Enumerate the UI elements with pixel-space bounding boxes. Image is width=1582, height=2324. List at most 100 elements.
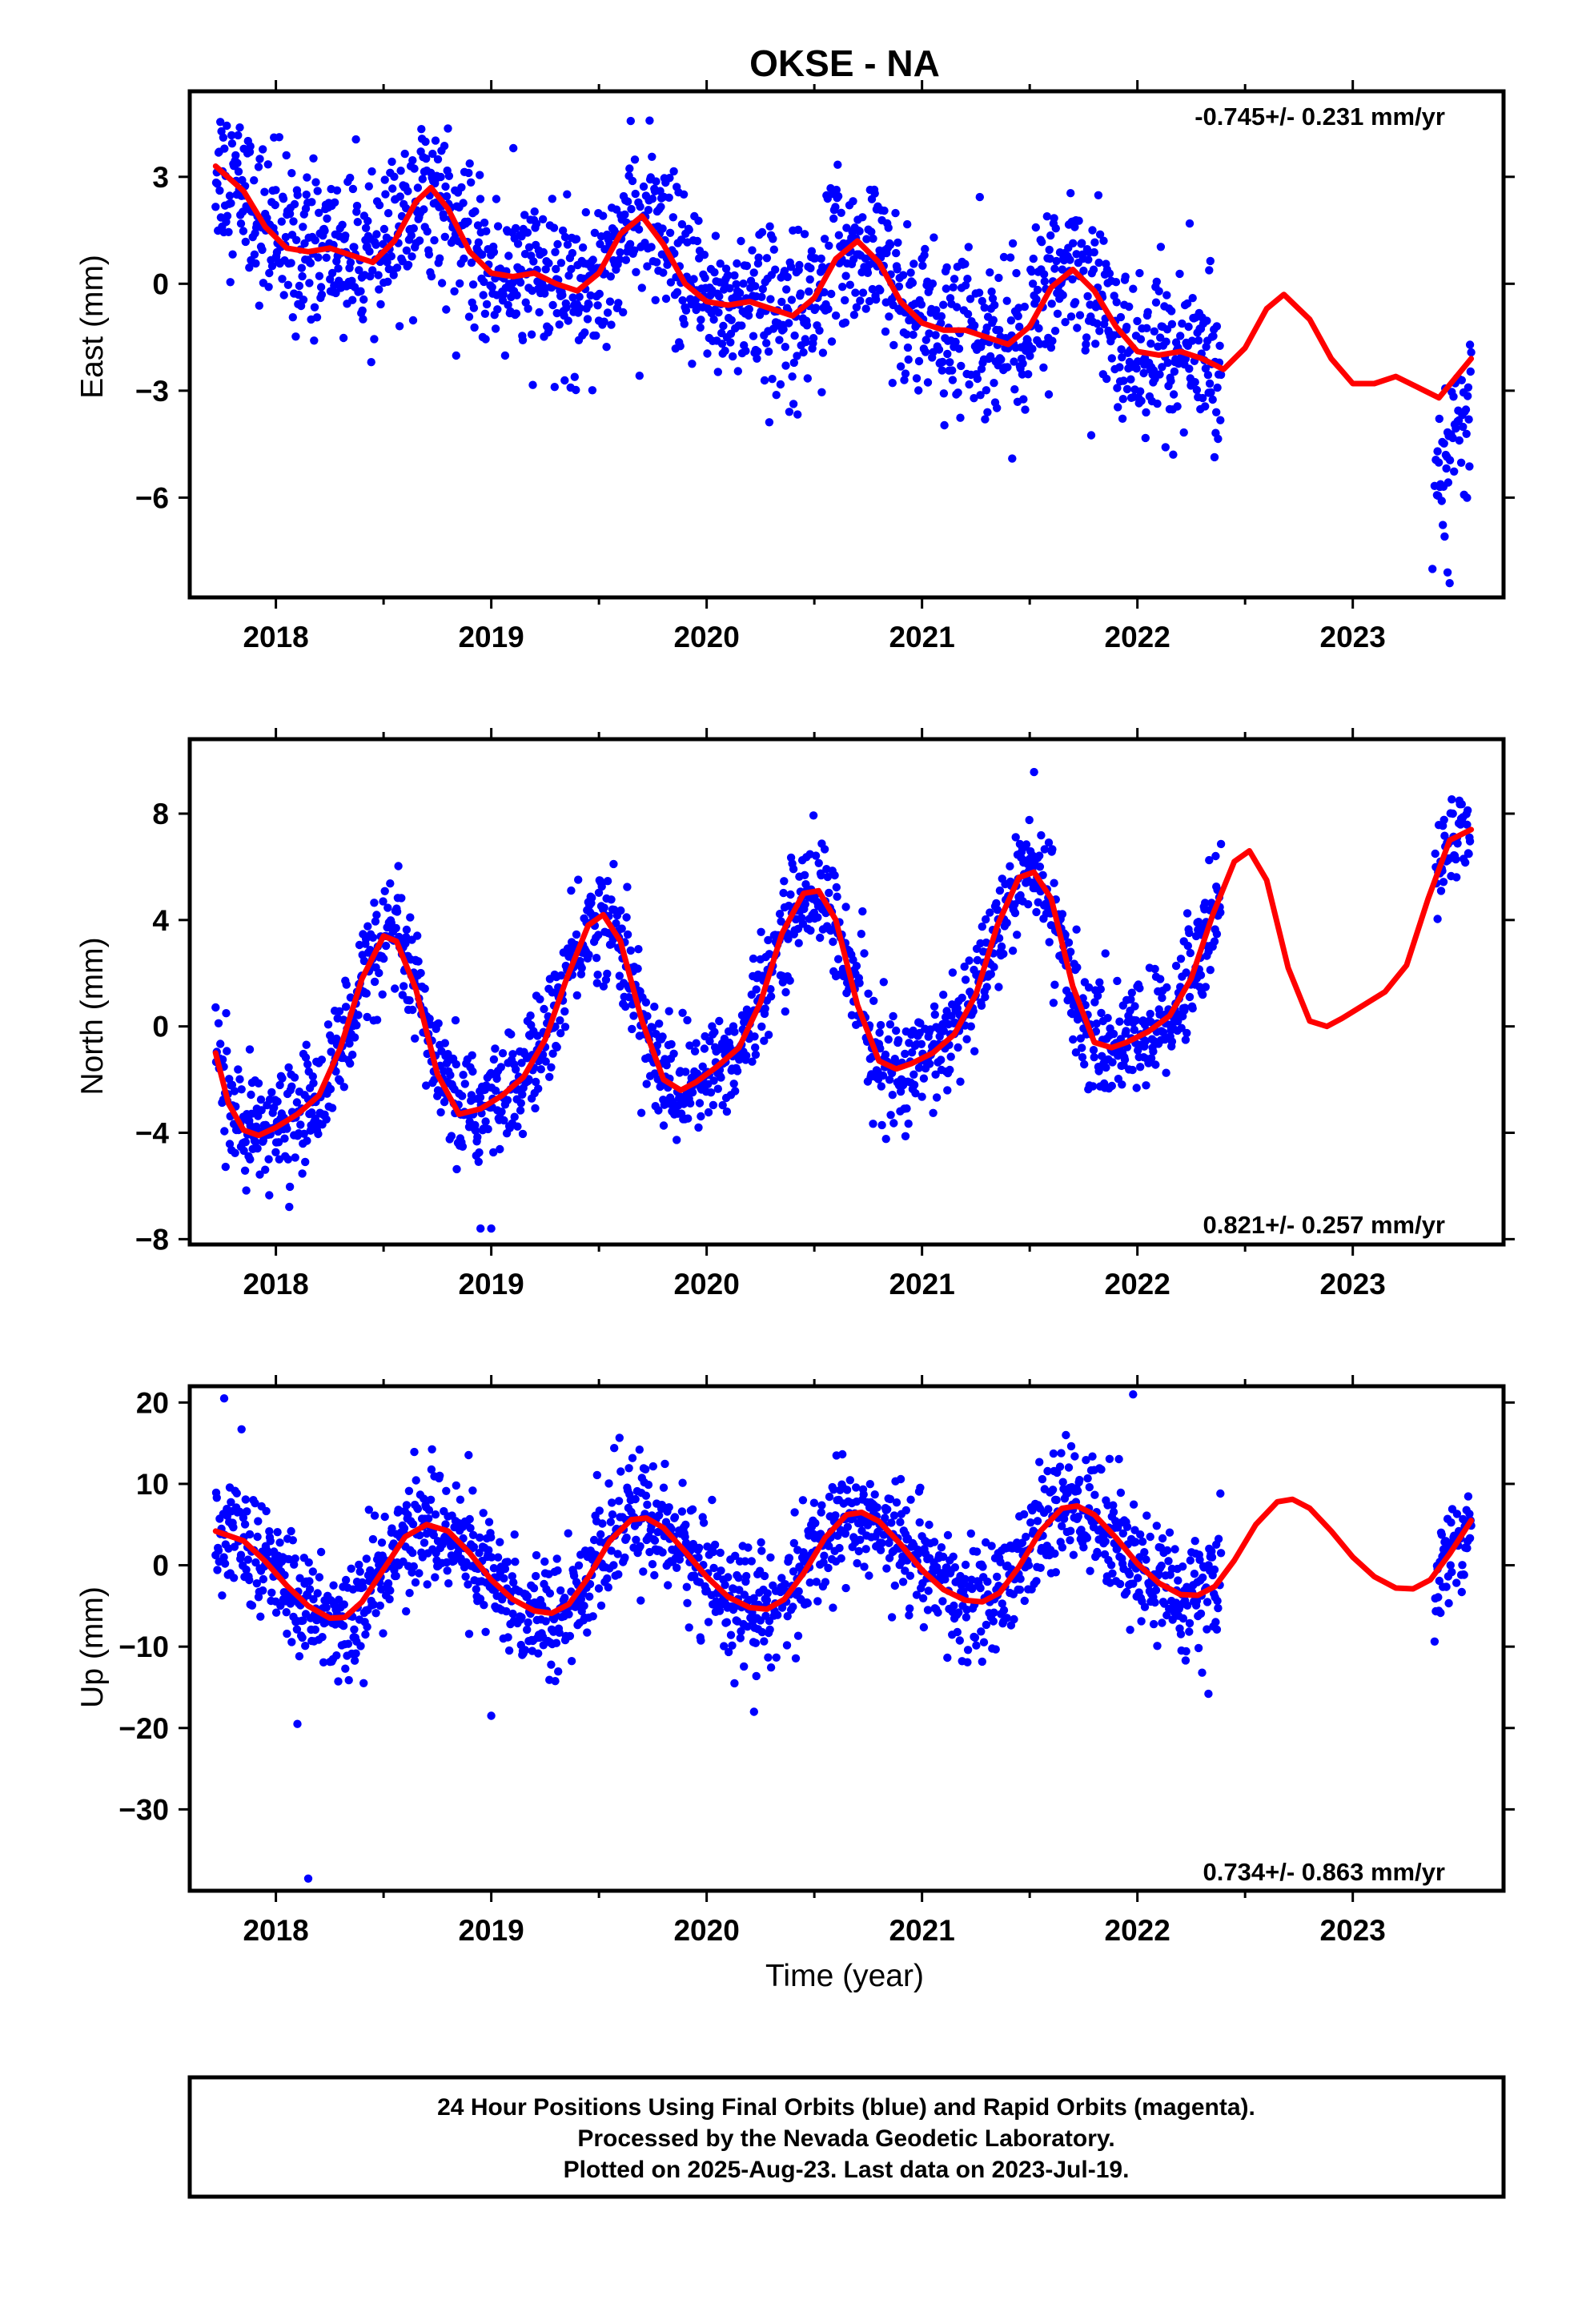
- up-data-point: [764, 1653, 773, 1662]
- north-data-point: [1448, 809, 1457, 818]
- up-data-point: [1170, 1545, 1179, 1554]
- east-data-point: [713, 368, 722, 376]
- north-data-point: [705, 1036, 714, 1046]
- east-data-point: [227, 139, 237, 148]
- north-data-point: [545, 1072, 554, 1082]
- east-data-point: [845, 280, 855, 289]
- up-data-point: [1086, 1566, 1094, 1575]
- north-data-point: [458, 1092, 467, 1100]
- up-data-point: [1125, 1570, 1134, 1579]
- east-data-point: [1163, 358, 1173, 368]
- north-data-point: [811, 851, 821, 860]
- east-data-point: [532, 219, 541, 228]
- north-data-point: [1072, 925, 1081, 934]
- up-data-point: [782, 1641, 792, 1650]
- up-data-point: [1158, 1618, 1166, 1627]
- east-data-point: [560, 232, 570, 242]
- east-data-point: [295, 281, 304, 291]
- north-data-point: [623, 930, 632, 939]
- up-data-point: [734, 1574, 743, 1582]
- north-data-point: [220, 1127, 229, 1136]
- up-data-point: [1142, 1555, 1150, 1564]
- north-data-point: [292, 1098, 302, 1107]
- east-data-point: [923, 378, 933, 387]
- north-data-point: [760, 1036, 769, 1045]
- east-data-point: [758, 284, 767, 294]
- up-data-point: [934, 1608, 942, 1617]
- east-data-point: [1185, 219, 1195, 228]
- up-data-point: [791, 1654, 801, 1663]
- up-data-point: [1058, 1543, 1067, 1552]
- up-data-point: [259, 1586, 267, 1595]
- up-data-point: [1165, 1528, 1174, 1537]
- north-model-curve: [212, 826, 1475, 1139]
- east-data-point: [1435, 414, 1444, 424]
- east-data-point: [832, 185, 841, 195]
- east-data-point: [517, 232, 526, 241]
- up-data-point: [295, 1574, 304, 1582]
- up-data-point: [1145, 1580, 1154, 1590]
- north-data-point: [458, 1142, 468, 1152]
- east-data-point: [558, 226, 568, 235]
- east-data-point: [1074, 216, 1083, 225]
- east-data-point: [599, 211, 608, 220]
- north-data-point: [491, 1044, 500, 1053]
- east-data-point: [693, 236, 702, 246]
- up-data-point: [990, 1608, 998, 1617]
- north-data-point: [877, 1120, 886, 1130]
- east-data-point: [1142, 324, 1151, 332]
- up-data-point: [606, 1518, 615, 1526]
- east-data-point: [954, 344, 964, 353]
- up-data-point: [580, 1602, 588, 1610]
- east-data-point: [1154, 287, 1163, 296]
- north-data-point: [1447, 795, 1456, 804]
- up-data-point: [1093, 1550, 1102, 1558]
- east-data-point: [508, 279, 517, 287]
- north-y-axis-label: North (mm): [75, 937, 110, 1095]
- east-data-point: [421, 137, 430, 147]
- east-data-point: [942, 284, 951, 293]
- up-data-point: [1057, 1449, 1066, 1458]
- north-data-point: [326, 1084, 335, 1094]
- north-data-point: [958, 993, 966, 1003]
- east-data-point: [365, 247, 374, 256]
- east-data-point: [870, 189, 879, 198]
- north-data-point: [327, 1047, 335, 1056]
- east-data-point: [893, 265, 901, 274]
- north-data-point: [227, 1080, 237, 1089]
- east-data-point: [467, 178, 476, 187]
- up-data-point: [760, 1637, 769, 1646]
- north-data-point: [1069, 1035, 1078, 1044]
- east-data-point: [1118, 395, 1128, 404]
- north-data-point: [860, 949, 869, 958]
- north-data-point: [892, 1026, 901, 1035]
- north-data-point: [609, 859, 618, 869]
- east-data-point: [499, 290, 508, 300]
- east-data-point: [470, 323, 479, 332]
- east-data-point: [512, 309, 521, 318]
- up-data-point: [763, 1589, 772, 1598]
- east-data-point: [375, 285, 383, 294]
- east-data-point: [1006, 253, 1015, 262]
- east-data-point: [476, 195, 485, 203]
- east-data-point: [820, 287, 829, 297]
- east-data-point: [775, 336, 784, 344]
- up-data-point: [1108, 1569, 1117, 1578]
- east-data-point: [1010, 357, 1018, 366]
- north-data-point: [1186, 948, 1195, 958]
- up-data-point: [370, 1511, 379, 1520]
- north-data-point: [473, 1132, 482, 1142]
- up-data-point: [1069, 1550, 1078, 1559]
- up-data-point: [347, 1564, 355, 1574]
- east-data-point: [558, 291, 567, 300]
- east-data-point: [524, 304, 532, 313]
- north-data-point: [247, 1090, 255, 1100]
- east-data-point: [387, 157, 396, 167]
- east-data-point: [831, 203, 840, 211]
- north-data-point: [363, 1012, 371, 1022]
- north-data-point: [317, 1055, 327, 1064]
- north-data-point: [1185, 992, 1195, 1002]
- east-data-point: [277, 217, 286, 226]
- east-data-point: [976, 391, 985, 400]
